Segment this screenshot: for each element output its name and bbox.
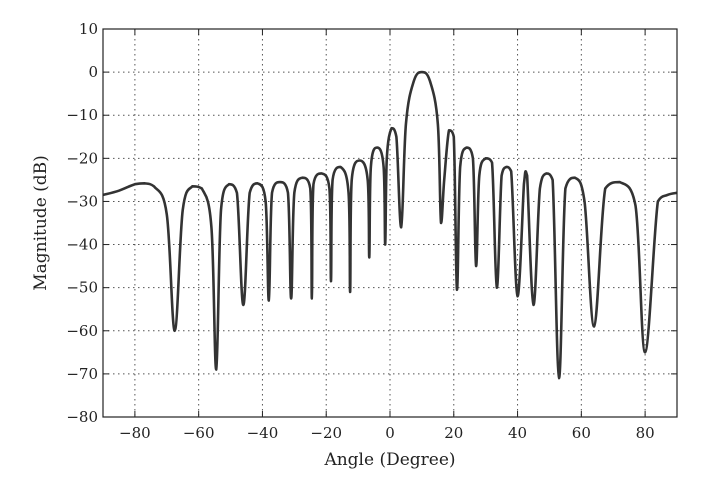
x-tick-label: −40 bbox=[247, 424, 279, 442]
axis-ticks bbox=[103, 28, 677, 418]
plot-area-frame bbox=[102, 28, 678, 418]
y-axis-title: Magnitude (dB) bbox=[31, 155, 51, 291]
y-tick-label: −60 bbox=[66, 322, 98, 340]
data-series bbox=[102, 70, 678, 380]
x-tick-label: −80 bbox=[119, 424, 151, 442]
y-tick-label: −10 bbox=[66, 106, 98, 124]
y-tick-label: −70 bbox=[66, 365, 98, 383]
y-tick-label: −40 bbox=[66, 236, 98, 254]
x-tick-label: −20 bbox=[310, 424, 342, 442]
y-tick-label: 10 bbox=[79, 20, 98, 38]
x-tick-label: 0 bbox=[385, 424, 395, 442]
y-tick-label: −50 bbox=[66, 279, 98, 297]
x-axis-tick-labels: −80 −60 −40 −20 0 20 40 60 80 bbox=[119, 424, 655, 442]
x-tick-label: −60 bbox=[183, 424, 215, 442]
y-tick-label: −30 bbox=[66, 192, 98, 210]
series-line bbox=[102, 70, 678, 380]
x-tick-label: 80 bbox=[636, 424, 655, 442]
x-tick-label: 20 bbox=[444, 424, 463, 442]
grid-lines bbox=[103, 28, 677, 418]
x-tick-label: 40 bbox=[508, 424, 527, 442]
x-axis-title: Angle (Degree) bbox=[323, 450, 455, 470]
y-tick-label: 0 bbox=[88, 63, 98, 81]
y-tick-label: −80 bbox=[66, 408, 98, 426]
y-axis-tick-labels: 10 0 −10 −20 −30 −40 −50 −60 −70 −80 bbox=[66, 20, 98, 426]
x-tick-label: 60 bbox=[572, 424, 591, 442]
y-tick-label: −20 bbox=[66, 149, 98, 167]
